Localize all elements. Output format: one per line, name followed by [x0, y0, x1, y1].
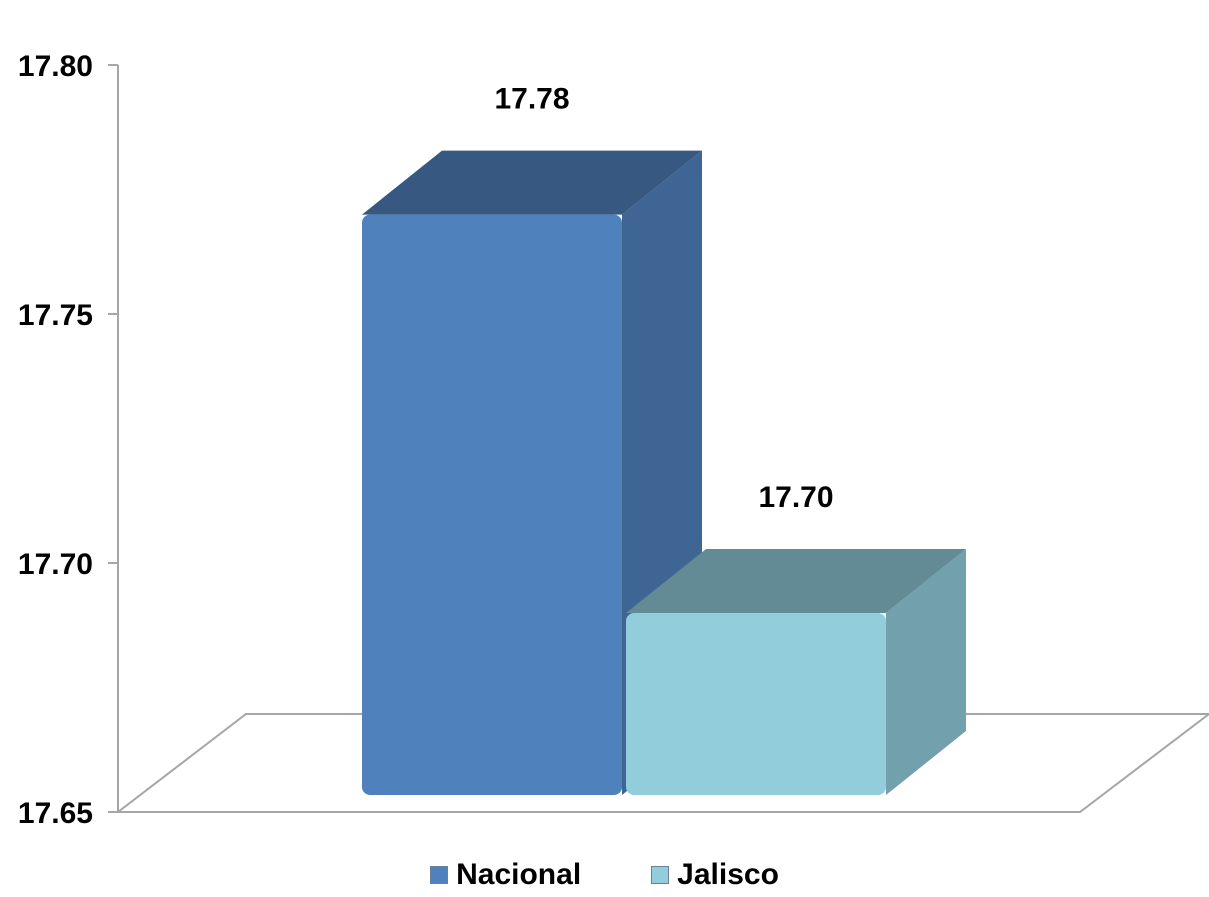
- legend-item-nacional: Nacional: [430, 858, 581, 892]
- y-tick-label: 17.75: [18, 299, 93, 332]
- data-label-jalisco: 17.70: [758, 481, 833, 514]
- bar-front-face: [626, 613, 886, 795]
- bars-layer: [362, 150, 966, 796]
- legend-item-jalisco: Jalisco: [651, 858, 779, 892]
- data-labels-layer: 17.78 17.70: [494, 83, 833, 514]
- y-tick-label: 17.70: [18, 548, 93, 581]
- bar-top-face: [362, 150, 702, 215]
- axis-layer: 17.80 17.75 17.70 17.65: [18, 50, 119, 830]
- bar-top-face: [626, 549, 966, 613]
- legend: Nacional Jalisco: [0, 858, 1209, 892]
- y-tick-label: 17.65: [18, 797, 93, 830]
- legend-swatch-jalisco: [651, 866, 670, 884]
- bar-front-face: [362, 214, 622, 796]
- y-tick-label: 17.80: [18, 50, 93, 83]
- legend-label-nacional: Nacional: [456, 858, 582, 891]
- data-label-nacional: 17.78: [494, 83, 569, 116]
- legend-swatch-nacional: [430, 866, 449, 884]
- legend-label-jalisco: Jalisco: [677, 858, 779, 891]
- bar-side-face: [886, 549, 966, 795]
- bar-jalisco: [626, 549, 966, 795]
